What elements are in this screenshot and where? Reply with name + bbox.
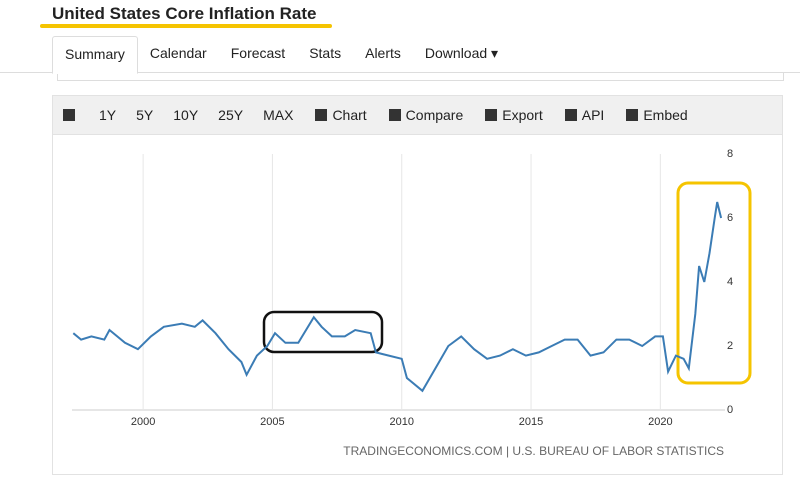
toolbar-label: 10Y bbox=[173, 107, 199, 123]
toolbar-icon bbox=[564, 109, 577, 121]
y-tick-label: 6 bbox=[727, 212, 733, 224]
highlight-box bbox=[262, 310, 384, 354]
toolbar-label: MAX bbox=[263, 107, 294, 123]
toolbar-button[interactable]: Embed bbox=[626, 107, 688, 123]
toolbar-button[interactable]: Chart bbox=[315, 107, 367, 123]
toolbar-label: Embed bbox=[643, 107, 688, 123]
toolbar-button[interactable]: 5Y bbox=[136, 107, 153, 123]
chart-frame bbox=[52, 135, 783, 475]
tab[interactable]: Stats bbox=[309, 45, 342, 61]
x-tick-label: 2000 bbox=[131, 416, 155, 428]
x-tick-label: 2020 bbox=[648, 416, 672, 428]
tab[interactable]: Forecast bbox=[230, 45, 286, 61]
toolbar-label: 1Y bbox=[99, 107, 117, 123]
tab[interactable]: Download ▾ bbox=[424, 45, 499, 61]
toolbar-icon bbox=[315, 109, 328, 121]
panel bbox=[57, 72, 784, 81]
toolbar-label: 5Y bbox=[136, 107, 154, 123]
data-line bbox=[72, 201, 723, 393]
toolbar-button[interactable]: 25Y bbox=[218, 107, 243, 123]
toolbar-button[interactable]: Compare bbox=[388, 107, 464, 123]
toolbar-label: Compare bbox=[405, 107, 464, 123]
toolbar-icon bbox=[485, 109, 498, 121]
toolbar-button[interactable]: MAX bbox=[263, 107, 293, 123]
x-tick-label: 2010 bbox=[389, 416, 413, 428]
y-tick-label: 8 bbox=[727, 148, 733, 160]
tab-border bbox=[0, 72, 800, 73]
x-tick-label: 2015 bbox=[519, 416, 543, 428]
toolbar-label: API bbox=[581, 107, 605, 123]
toolbar-label: 25Y bbox=[218, 107, 244, 123]
toolbar-icon bbox=[388, 109, 401, 121]
caret: ▾ bbox=[487, 45, 499, 61]
chart-toolbar: 1Y 5Y 10Y 25Y MAX Chart Compare Export API Embed bbox=[52, 95, 783, 135]
title-highlight bbox=[40, 24, 332, 28]
page-title: United States Core Inflation Rate bbox=[52, 4, 317, 23]
calendar-icon[interactable] bbox=[63, 109, 75, 121]
toolbar-button[interactable]: 10Y bbox=[173, 107, 198, 123]
y-tick-label: 2 bbox=[727, 340, 733, 352]
toolbar-label: Chart bbox=[332, 107, 367, 123]
y-tick-label: 0 bbox=[727, 404, 733, 416]
highlight-box bbox=[676, 181, 752, 385]
tab-bar: Summary Calendar Forecast Stats Alerts Downlo… bbox=[52, 36, 510, 74]
toolbar-label: Export bbox=[502, 107, 543, 123]
tab[interactable]: Summary bbox=[52, 36, 138, 74]
toolbar-button[interactable]: 1Y bbox=[99, 107, 116, 123]
toolbar-button[interactable]: Export bbox=[485, 107, 543, 123]
source: TRADINGECONOMICS.COM | U.S. BUREAU OF LA… bbox=[343, 444, 724, 458]
toolbar-icon bbox=[626, 109, 639, 121]
toolbar-button[interactable]: API bbox=[564, 107, 605, 123]
x-tick-label: 2005 bbox=[260, 416, 284, 428]
y-tick-label: 4 bbox=[727, 276, 733, 288]
tab[interactable]: Calendar bbox=[149, 45, 207, 61]
tab[interactable]: Alerts bbox=[365, 45, 401, 61]
